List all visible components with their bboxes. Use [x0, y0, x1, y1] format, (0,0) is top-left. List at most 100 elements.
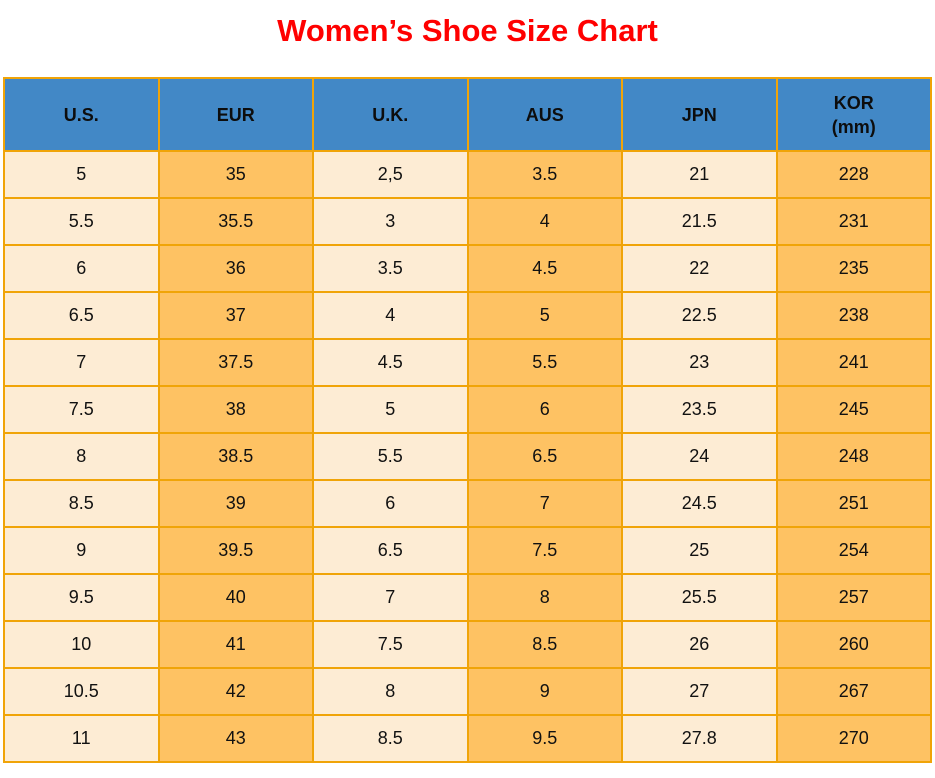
cell-eur: 41: [157, 620, 314, 669]
cell-aus: 6: [466, 385, 623, 434]
cell-eur: 35.5: [157, 197, 314, 246]
cell-eur: 38.5: [157, 432, 314, 481]
cell-eur: 43: [157, 714, 314, 763]
cell-uk: 8: [312, 667, 469, 716]
cell-us: 9.5: [3, 573, 160, 622]
cell-uk: 8.5: [312, 714, 469, 763]
column-header-kor: KOR (mm): [775, 77, 932, 152]
shoe-size-table: U.S. EUR U.K. AUS JPN KOR (mm) 5 35 2,5 3.5…: [3, 77, 932, 763]
cell-kor: 241: [775, 338, 932, 387]
cell-kor: 260: [775, 620, 932, 669]
cell-jpn: 21.5: [621, 197, 778, 246]
cell-eur: 35: [157, 150, 314, 199]
cell-jpn: 21: [621, 150, 778, 199]
table-header-row: U.S. EUR U.K. AUS JPN KOR (mm): [3, 77, 932, 152]
cell-eur: 39: [157, 479, 314, 528]
cell-eur: 39.5: [157, 526, 314, 575]
cell-jpn: 23: [621, 338, 778, 387]
cell-jpn: 24.5: [621, 479, 778, 528]
table-row: 6.5 37 4 5 22.5 238: [3, 291, 932, 340]
table-row: 9.5 40 7 8 25.5 257: [3, 573, 932, 622]
cell-kor: 238: [775, 291, 932, 340]
cell-us: 8: [3, 432, 160, 481]
cell-aus: 8.5: [466, 620, 623, 669]
cell-eur: 38: [157, 385, 314, 434]
table-row: 8 38.5 5.5 6.5 24 248: [3, 432, 932, 481]
cell-uk: 2,5: [312, 150, 469, 199]
cell-aus: 3.5: [466, 150, 623, 199]
cell-uk: 6: [312, 479, 469, 528]
cell-kor: 257: [775, 573, 932, 622]
cell-aus: 6.5: [466, 432, 623, 481]
table-row: 10 41 7.5 8.5 26 260: [3, 620, 932, 669]
table-row: 5.5 35.5 3 4 21.5 231: [3, 197, 932, 246]
cell-kor: 231: [775, 197, 932, 246]
column-header-kor-label: KOR: [833, 92, 874, 113]
cell-uk: 4.5: [312, 338, 469, 387]
cell-aus: 7: [466, 479, 623, 528]
cell-us: 5.5: [3, 197, 160, 246]
cell-us: 7.5: [3, 385, 160, 434]
cell-uk: 4: [312, 291, 469, 340]
column-header-kor-unit: (mm): [831, 116, 876, 137]
column-header-aus-label: AUS: [525, 104, 564, 125]
table-row: 11 43 8.5 9.5 27.8 270: [3, 714, 932, 763]
cell-aus: 4: [466, 197, 623, 246]
cell-us: 11: [3, 714, 160, 763]
cell-jpn: 22: [621, 244, 778, 293]
column-header-aus: AUS: [466, 77, 623, 152]
table-row: 5 35 2,5 3.5 21 228: [3, 150, 932, 199]
cell-jpn: 27.8: [621, 714, 778, 763]
cell-uk: 6.5: [312, 526, 469, 575]
column-header-us: U.S.: [3, 77, 160, 152]
cell-uk: 5: [312, 385, 469, 434]
cell-uk: 5.5: [312, 432, 469, 481]
column-header-eur: EUR: [157, 77, 314, 152]
cell-jpn: 25.5: [621, 573, 778, 622]
cell-us: 7: [3, 338, 160, 387]
cell-jpn: 24: [621, 432, 778, 481]
cell-kor: 235: [775, 244, 932, 293]
cell-eur: 42: [157, 667, 314, 716]
cell-kor: 251: [775, 479, 932, 528]
table-row: 7.5 38 5 6 23.5 245: [3, 385, 932, 434]
cell-aus: 8: [466, 573, 623, 622]
column-header-jpn: JPN: [621, 77, 778, 152]
cell-jpn: 25: [621, 526, 778, 575]
cell-kor: 270: [775, 714, 932, 763]
cell-jpn: 22.5: [621, 291, 778, 340]
cell-eur: 40: [157, 573, 314, 622]
cell-eur: 36: [157, 244, 314, 293]
table-row: 6 36 3.5 4.5 22 235: [3, 244, 932, 293]
cell-us: 6: [3, 244, 160, 293]
column-header-jpn-label: JPN: [681, 104, 717, 125]
table-row: 9 39.5 6.5 7.5 25 254: [3, 526, 932, 575]
cell-jpn: 23.5: [621, 385, 778, 434]
cell-us: 10.5: [3, 667, 160, 716]
cell-jpn: 27: [621, 667, 778, 716]
cell-jpn: 26: [621, 620, 778, 669]
cell-kor: 248: [775, 432, 932, 481]
cell-aus: 5.5: [466, 338, 623, 387]
cell-us: 5: [3, 150, 160, 199]
cell-uk: 3: [312, 197, 469, 246]
cell-kor: 245: [775, 385, 932, 434]
cell-aus: 9: [466, 667, 623, 716]
page-title: Women’s Shoe Size Chart: [277, 13, 658, 48]
column-header-uk-label: U.K.: [372, 104, 409, 125]
cell-aus: 7.5: [466, 526, 623, 575]
table-row: 10.5 42 8 9 27 267: [3, 667, 932, 716]
cell-kor: 254: [775, 526, 932, 575]
cell-kor: 228: [775, 150, 932, 199]
cell-eur: 37.5: [157, 338, 314, 387]
table-row: 8.5 39 6 7 24.5 251: [3, 479, 932, 528]
cell-aus: 9.5: [466, 714, 623, 763]
cell-eur: 37: [157, 291, 314, 340]
cell-us: 10: [3, 620, 160, 669]
cell-kor: 267: [775, 667, 932, 716]
cell-us: 9: [3, 526, 160, 575]
cell-uk: 7.5: [312, 620, 469, 669]
cell-uk: 3.5: [312, 244, 469, 293]
cell-aus: 4.5: [466, 244, 623, 293]
column-header-eur-label: EUR: [216, 104, 255, 125]
